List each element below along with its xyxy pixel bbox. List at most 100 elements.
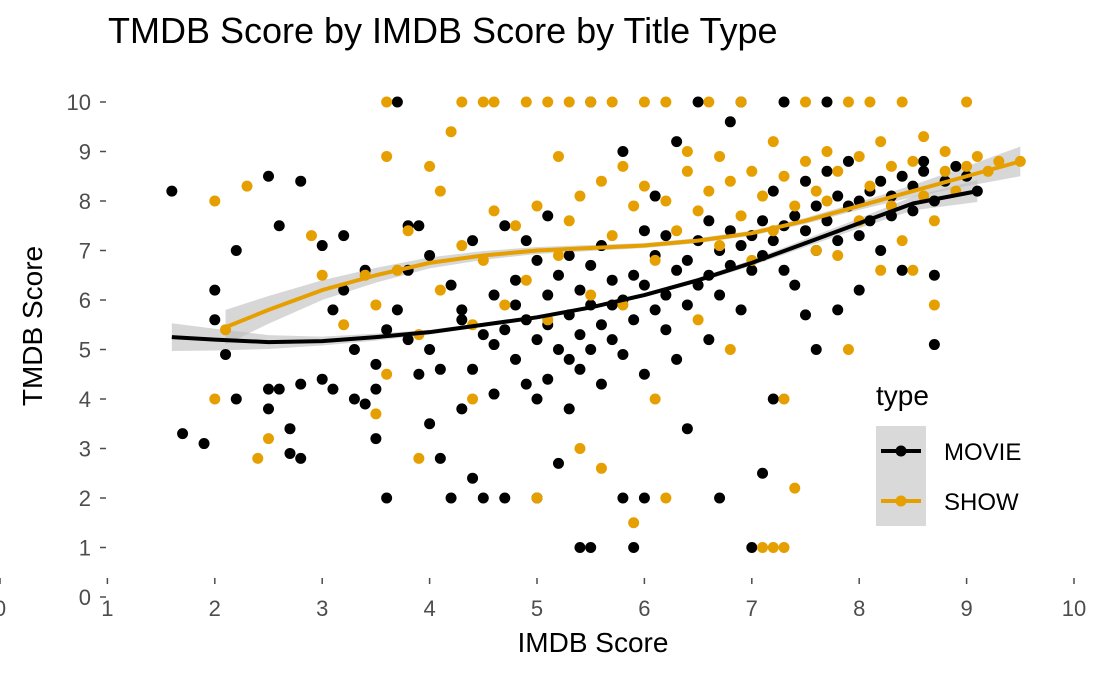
data-point-show [574, 443, 586, 454]
data-point-movie [467, 363, 479, 375]
data-point-show [660, 195, 672, 207]
data-point-show [638, 96, 650, 108]
x-tick-label: 10 [1062, 596, 1086, 621]
trend-lines [171, 159, 1021, 345]
data-point-movie [209, 284, 221, 296]
data-point-show [692, 314, 704, 326]
data-point-show [800, 155, 811, 167]
data-point-show [381, 368, 393, 380]
data-point-show [767, 542, 779, 553]
data-point-show [778, 542, 790, 553]
data-point-movie [552, 344, 564, 355]
data-point-show [252, 452, 264, 464]
y-tick-label: 8 [79, 189, 91, 214]
data-point-movie [853, 230, 865, 242]
trend-line-movie [171, 189, 978, 345]
y-tick-label: 4 [79, 387, 91, 412]
y-tick-label: 7 [79, 239, 91, 264]
data-point-movie [467, 235, 479, 247]
data-point-movie [499, 324, 511, 336]
data-point-movie [456, 403, 468, 415]
data-point-show [628, 517, 640, 529]
data-point-movie [434, 452, 446, 464]
data-point-show [703, 185, 715, 197]
data-point-show [456, 240, 468, 252]
data-point-show [778, 393, 790, 405]
x-tick-label: 4 [423, 596, 435, 621]
data-point-movie [542, 289, 554, 301]
data-point-movie [649, 304, 661, 316]
data-point-movie [209, 314, 221, 326]
data-point-show [241, 180, 253, 192]
data-point-show [552, 150, 564, 162]
data-point-show [842, 96, 854, 108]
data-point-movie [724, 116, 736, 128]
data-point-movie [574, 363, 586, 375]
data-point-movie [445, 492, 457, 504]
data-point-movie [628, 269, 640, 281]
x-tick-label: 3 [316, 596, 328, 621]
data-point-movie [327, 304, 339, 316]
legend: type MOVIE SHOW [876, 380, 1021, 526]
y-tick-label: 5 [79, 338, 91, 363]
data-point-show [467, 393, 479, 405]
data-point-show [735, 96, 747, 108]
y-tick-label: 6 [79, 288, 91, 313]
x-tick-label: 9 [960, 596, 972, 621]
data-point-movie [531, 254, 543, 266]
data-point-movie [413, 220, 425, 232]
data-point-movie [488, 289, 500, 301]
data-point-movie [681, 299, 693, 311]
y-tick-label: 9 [79, 140, 91, 165]
data-point-movie [574, 284, 586, 296]
data-point-movie [789, 210, 801, 222]
data-point-movie [681, 254, 693, 266]
data-point-movie [552, 457, 564, 469]
data-point-movie [606, 274, 618, 286]
data-point-show [402, 225, 414, 237]
data-point-movie [757, 467, 769, 479]
data-point-movie [456, 314, 468, 326]
data-point-movie [263, 403, 274, 415]
data-point-show [370, 408, 382, 420]
data-point-show [595, 462, 607, 474]
data-point-movie [359, 398, 371, 410]
data-point-movie [832, 235, 844, 247]
data-point-movie [499, 492, 511, 504]
data-point-show [928, 299, 940, 311]
trend-line-show [224, 159, 1021, 330]
data-point-show [456, 96, 468, 108]
data-point-movie [907, 205, 919, 217]
data-point-movie [735, 240, 747, 252]
data-point-movie [746, 264, 758, 276]
data-point-movie [638, 368, 650, 380]
data-point-movie [284, 423, 296, 435]
data-point-movie [703, 215, 715, 227]
data-point-show [413, 452, 425, 464]
data-point-show [939, 165, 951, 177]
data-point-show [563, 215, 575, 227]
data-point-movie [778, 96, 790, 108]
data-point-show [488, 205, 500, 217]
data-point-movie [875, 175, 887, 187]
data-point-movie [520, 378, 532, 390]
data-point-movie [370, 433, 382, 445]
data-point-movie [488, 388, 500, 400]
data-point-movie [832, 190, 844, 202]
data-point-show [875, 264, 887, 276]
data-point-show [703, 96, 715, 108]
data-point-show [434, 284, 446, 296]
data-point-show [918, 190, 930, 202]
data-point-movie [488, 339, 500, 351]
data-point-show [767, 136, 779, 148]
data-point-show [209, 393, 221, 405]
y-axis: 0 1 2 3 4 5 6 7 8 9 10 [67, 90, 106, 610]
data-point-show [757, 190, 769, 202]
data-point-movie [563, 249, 575, 261]
data-point-movie [563, 403, 575, 415]
x-tick-label: 6 [638, 596, 650, 621]
data-point-show [735, 210, 747, 222]
data-point-movie [338, 284, 350, 296]
data-point-show [477, 96, 489, 108]
data-point-movie [424, 344, 436, 355]
